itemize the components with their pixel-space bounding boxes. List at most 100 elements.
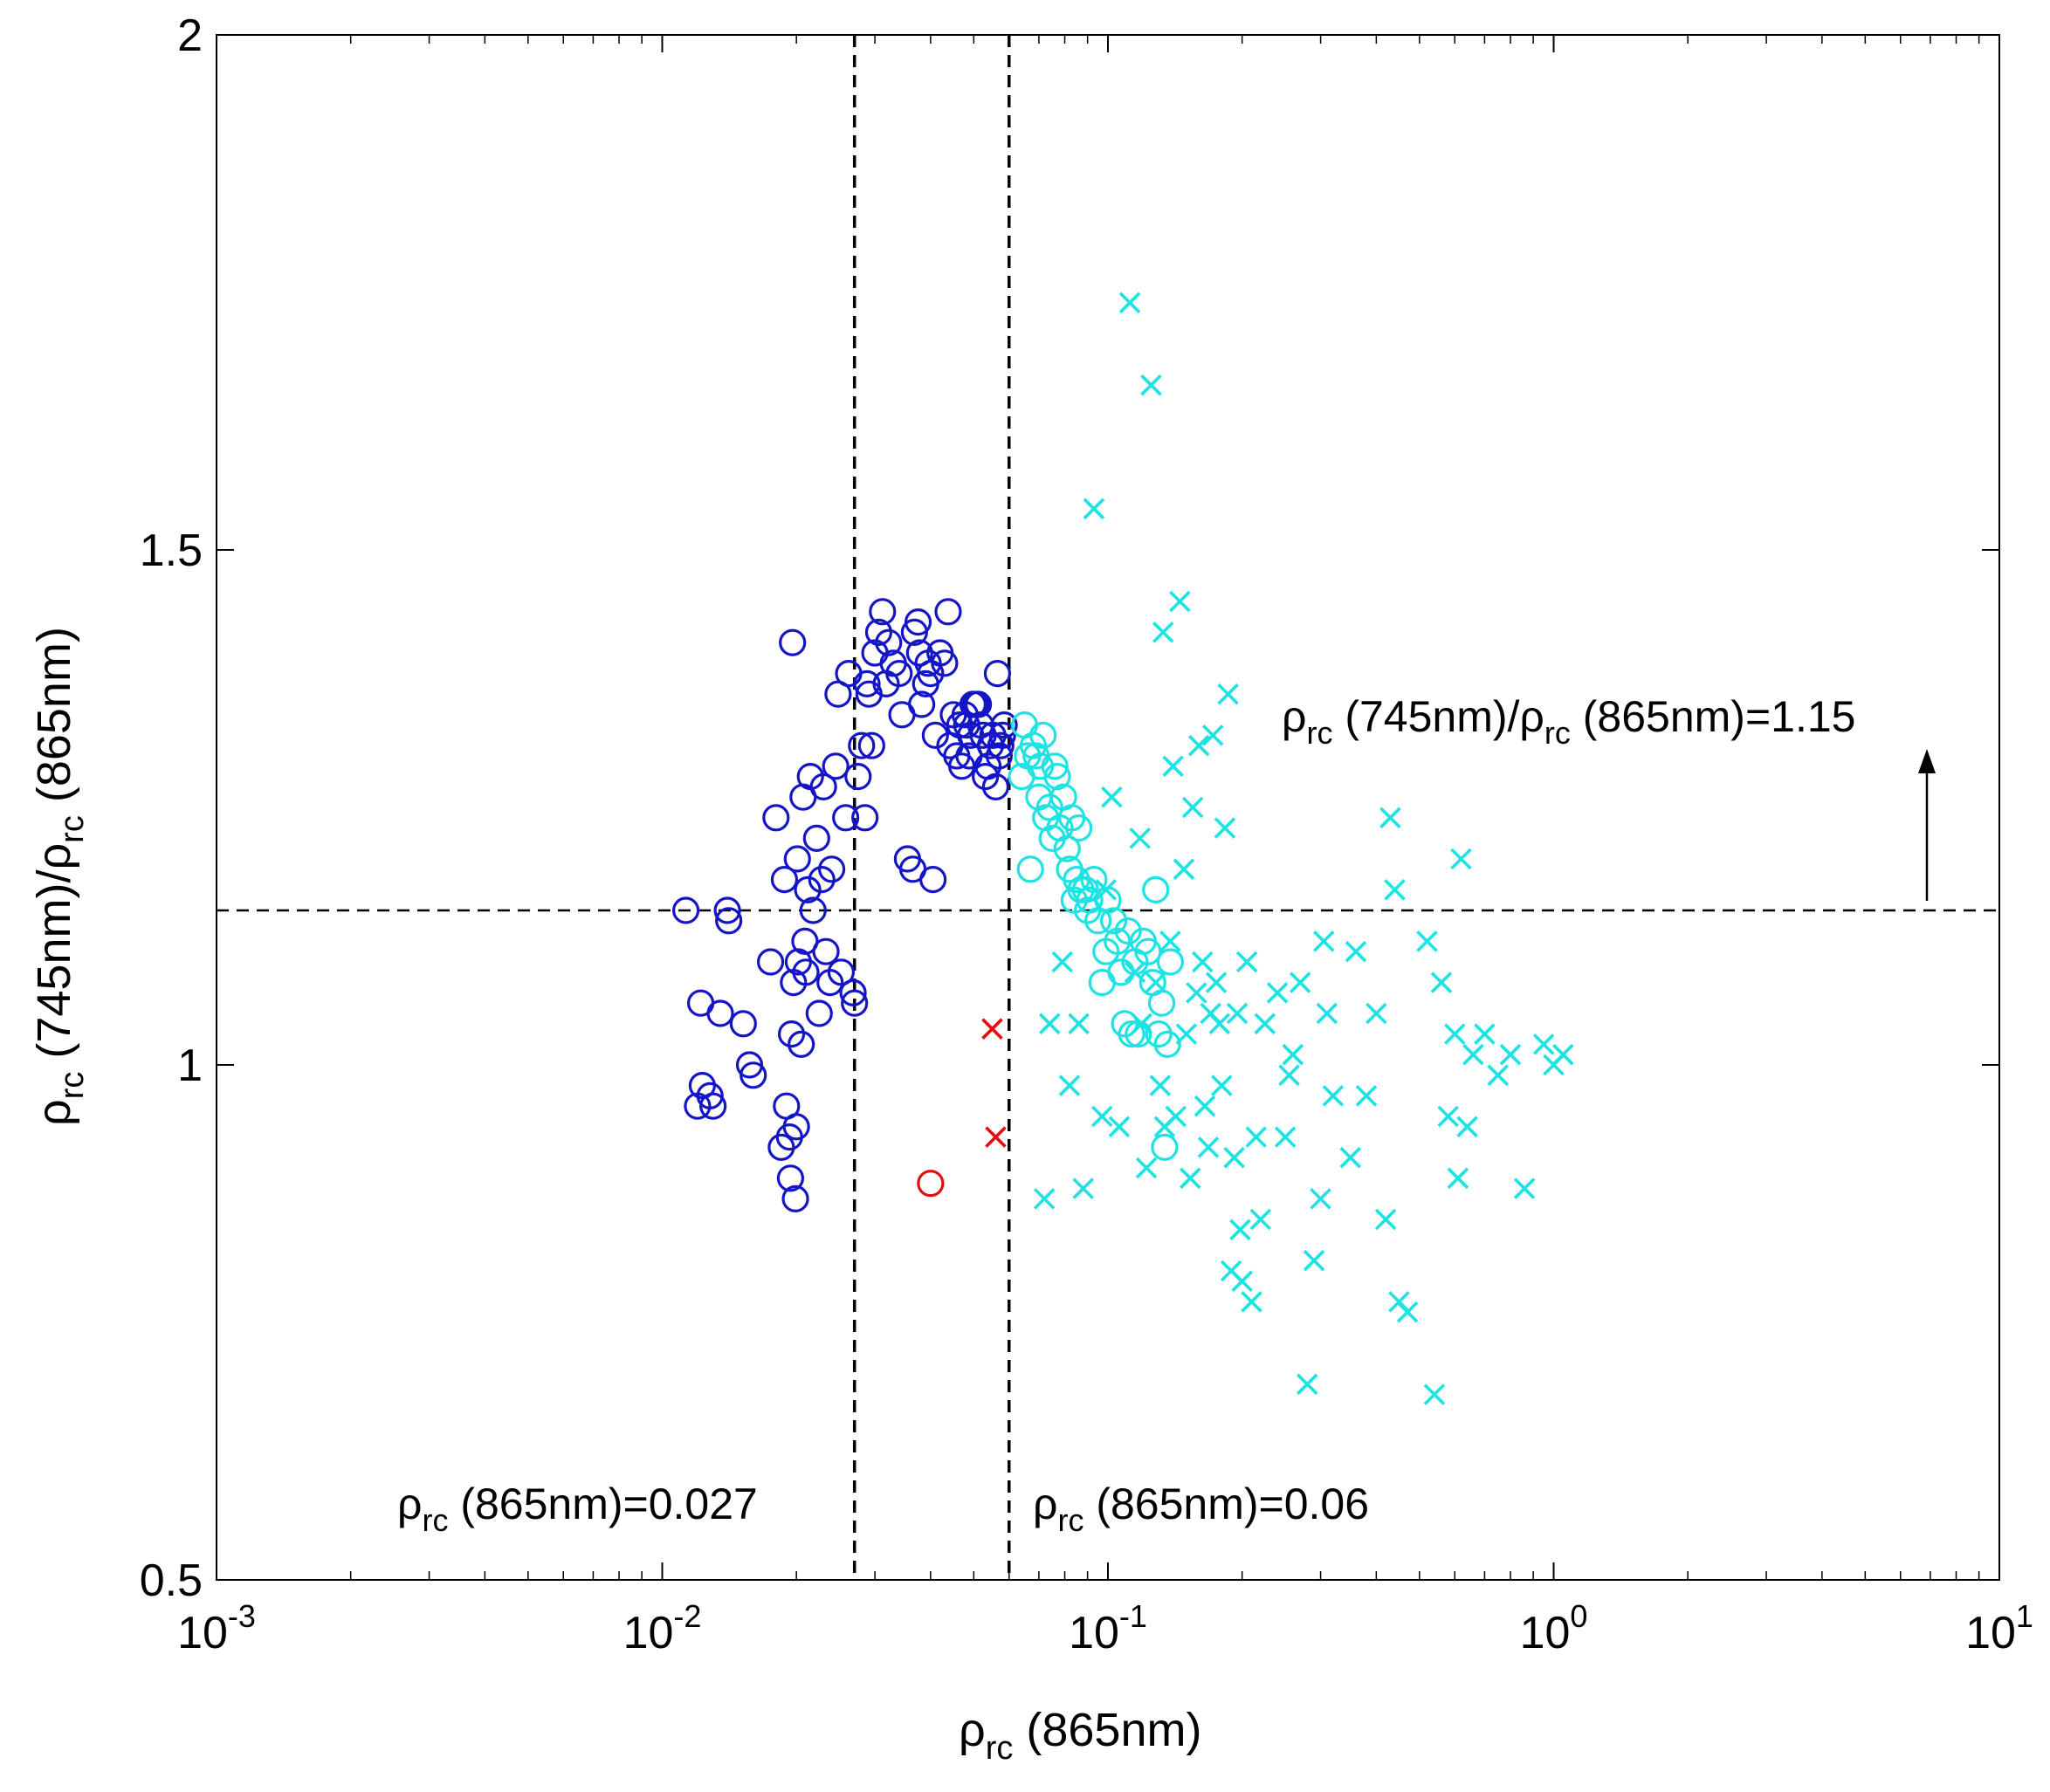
- data-point-cross: [1532, 1033, 1555, 1055]
- cross-stroke: [1312, 930, 1335, 952]
- data-point-circle: [908, 690, 936, 718]
- data-point-circle: [1114, 917, 1142, 945]
- cross-stroke: [1124, 961, 1146, 984]
- data-point-cross: [1165, 1105, 1187, 1128]
- data-point-cross: [1180, 1167, 1201, 1190]
- cross-stroke: [1175, 1023, 1198, 1045]
- data-point-circle: [1147, 989, 1176, 1017]
- cross-stroke: [1355, 1085, 1378, 1107]
- data-point-circle: [809, 772, 837, 801]
- data-point-circle: [799, 896, 827, 924]
- cross-stroke: [1083, 498, 1105, 520]
- data-point-cross: [1499, 1043, 1522, 1066]
- data-point-cross: [1266, 982, 1289, 1004]
- y-tick-label: 2: [177, 10, 203, 61]
- cross-stroke: [1274, 1126, 1297, 1148]
- data-point-circle: [1118, 1020, 1145, 1048]
- data-point-cross: [1339, 1146, 1362, 1169]
- cross-stroke: [1090, 1105, 1113, 1128]
- data-point-cross: [1254, 1013, 1276, 1035]
- cross-stroke: [1145, 972, 1167, 993]
- data-point-circle: [715, 907, 743, 935]
- data-point-circle: [1153, 1030, 1181, 1059]
- cross-stroke: [1423, 1383, 1446, 1405]
- data-point-circle: [776, 1164, 805, 1192]
- data-point-circle: [713, 896, 741, 924]
- data-point-cross: [1379, 807, 1401, 829]
- data-point-cross: [1217, 683, 1239, 705]
- data-point-cross: [1124, 961, 1146, 984]
- cross-stroke: [1416, 930, 1438, 952]
- cross-stroke: [1450, 848, 1472, 870]
- data-point-circle: [841, 989, 869, 1017]
- data-point-circle: [875, 628, 903, 656]
- cross-stroke: [1235, 951, 1258, 973]
- cross-stroke: [1339, 1146, 1362, 1169]
- cross-stroke: [1186, 982, 1207, 1004]
- data-point-circle: [921, 721, 949, 750]
- data-point-cross: [1108, 1116, 1131, 1138]
- cross-stroke: [1205, 972, 1228, 993]
- data-point-cross: [1297, 1373, 1318, 1396]
- cross-stroke: [1241, 1291, 1262, 1313]
- data-point-cross: [1437, 1105, 1460, 1128]
- cross-stroke: [1229, 1219, 1251, 1241]
- data-point-cross: [1450, 848, 1472, 870]
- cross-stroke: [1487, 1064, 1509, 1087]
- cross-stroke: [1058, 1075, 1081, 1096]
- data-point-cross: [1175, 1023, 1198, 1045]
- data-point-cross: [1194, 1095, 1216, 1117]
- cross-stroke: [1072, 1178, 1094, 1199]
- data-point-cross: [1208, 1013, 1231, 1035]
- data-point-cross: [1118, 292, 1141, 314]
- data-point-cross: [1416, 930, 1438, 952]
- data-point-cross: [1149, 1075, 1172, 1096]
- data-point-cross: [1345, 940, 1367, 963]
- data-point-cross: [1513, 1178, 1536, 1199]
- data-point-circle: [853, 669, 881, 698]
- data-point-cross: [1487, 1064, 1509, 1087]
- data-point-circle: [1041, 752, 1069, 780]
- data-point-circle: [844, 762, 872, 791]
- axis-tick-labels: 10-3 10-2 10-1 100 101 0.5 1 1.5 2: [140, 10, 2033, 1658]
- cross-stroke: [1231, 1270, 1253, 1293]
- x-tick-label: 101: [1965, 1598, 2033, 1658]
- data-point-circle: [1099, 907, 1128, 935]
- y-tick-label: 0.5: [140, 1555, 203, 1606]
- data-point-cross: [1396, 1301, 1419, 1323]
- data-point-cross: [1384, 879, 1406, 901]
- data-point-cross: [1316, 1002, 1338, 1025]
- data-point-circle: [729, 1010, 757, 1038]
- x-tick-label: 10-1: [1069, 1598, 1147, 1658]
- cross-stroke: [1192, 951, 1214, 973]
- data-point-cross: [1366, 1002, 1387, 1025]
- x-tick-label: 100: [1520, 1598, 1588, 1658]
- data-point-cross: [1131, 1013, 1152, 1035]
- x-tick-label: 10-2: [623, 1598, 702, 1658]
- cross-stroke: [1462, 1043, 1484, 1066]
- data-point-cross: [1197, 1136, 1220, 1158]
- data-point-cross: [1152, 621, 1174, 643]
- data-point-cross: [1205, 972, 1228, 993]
- data-point-circle: [783, 845, 811, 873]
- data-point-circle: [792, 958, 820, 986]
- cross-stroke: [1169, 590, 1191, 613]
- data-point-circle: [987, 731, 1015, 759]
- cross-stroke: [1447, 1167, 1469, 1190]
- cross-stroke: [981, 1018, 1003, 1040]
- cross-stroke: [1101, 786, 1123, 808]
- cross-stroke: [985, 1126, 1007, 1148]
- data-point-cross: [1226, 1002, 1249, 1025]
- data-point-circle: [848, 731, 876, 759]
- data-point-cross: [981, 1018, 1003, 1040]
- data-point-circle: [931, 649, 959, 677]
- data-point-circle: [964, 690, 993, 718]
- data-point-cross: [1101, 786, 1123, 808]
- cross-stroke: [1278, 1064, 1300, 1087]
- data-point-cross: [1223, 1146, 1245, 1169]
- cross-stroke: [1033, 1188, 1056, 1210]
- data-point-circle: [904, 608, 932, 636]
- cross-stroke: [1310, 1188, 1331, 1210]
- data-point-cross: [1211, 1075, 1233, 1096]
